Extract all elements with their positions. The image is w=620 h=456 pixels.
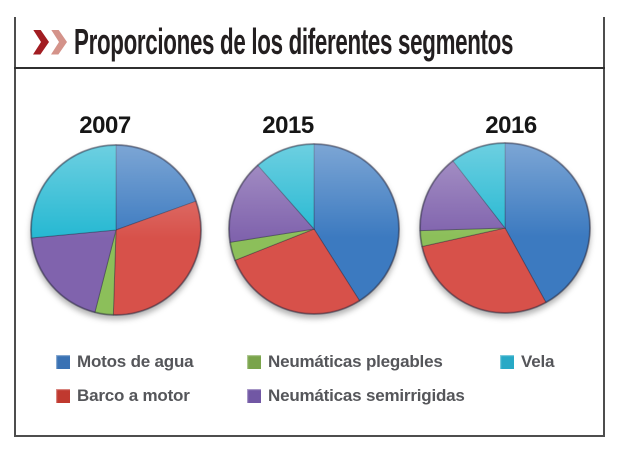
pie-2015 [225,140,403,318]
year-label-2016: 2016 [485,112,537,139]
legend-item-neumaticas-semirrigidas: Neumáticas semirrigidas [247,386,465,405]
legend-swatch-blue [56,355,70,369]
chevron-right-icon-light [51,29,67,55]
legend-label: Neumáticas plegables [268,352,443,371]
pie-2016 [416,139,594,317]
legend-item-barco-a-motor: Barco a motor [56,386,190,405]
legend-label: Vela [521,352,555,371]
legend-label: Motos de agua [77,352,194,371]
year-label-2015: 2015 [262,112,314,139]
legend-item-vela: Vela [500,352,555,371]
legend-swatch-cyan [500,355,514,369]
header: Proporciones de los diferentes segmentos [14,17,605,69]
legend-swatch-red [56,389,70,403]
legend-swatch-purple [247,389,261,403]
pie-2007 [27,141,205,319]
page-title: Proporciones de los diferentes segmentos [74,21,514,62]
legend-item-motos-de-agua: Motos de agua [56,352,194,371]
legend-swatch-green [247,355,261,369]
legend-label: Neumáticas semirrigidas [268,386,465,405]
chevron-right-icon [33,29,49,55]
year-label-2007: 2007 [79,112,131,139]
legend-item-neumaticas-plegables: Neumáticas plegables [247,352,443,371]
legend-label: Barco a motor [77,386,190,405]
